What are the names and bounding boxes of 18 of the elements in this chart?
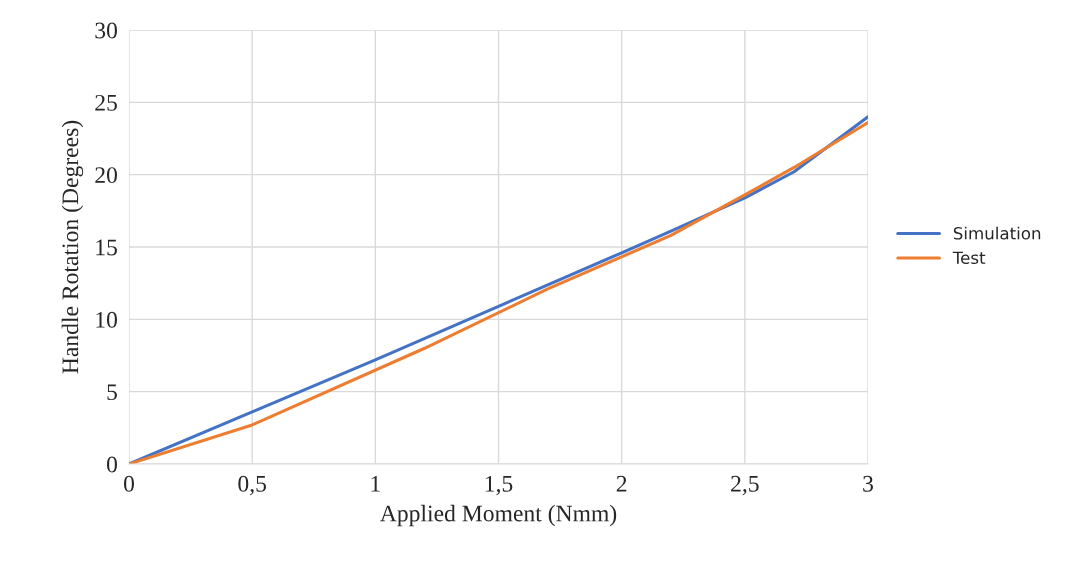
y-tick-label: 15 <box>96 239 117 256</box>
x-tick-label: 2,5 <box>731 475 759 496</box>
y-tick-label: 5 <box>107 384 117 401</box>
y-tick-label: 25 <box>95 94 117 111</box>
x-tick-label: 0 <box>124 475 134 492</box>
x-tick-label: 1 <box>371 475 380 492</box>
legend-label: Simulation <box>953 226 1041 240</box>
y-axis-title: Handle Rotation (Degrees) <box>61 120 84 374</box>
x-tick-label: 0,5 <box>238 475 266 496</box>
x-tick-label: 2 <box>616 475 627 492</box>
y-tick-label: 30 <box>95 22 117 39</box>
y-tick-label: 0 <box>106 456 117 473</box>
x-tick-label: 1,5 <box>485 475 513 496</box>
x-tick-label: 3 <box>863 475 873 492</box>
legend-label: Test <box>952 251 986 265</box>
y-tick-label: 10 <box>96 311 117 328</box>
y-tick-label: 20 <box>95 167 117 184</box>
x-axis-title: Applied Moment (Nmm) <box>380 504 617 527</box>
